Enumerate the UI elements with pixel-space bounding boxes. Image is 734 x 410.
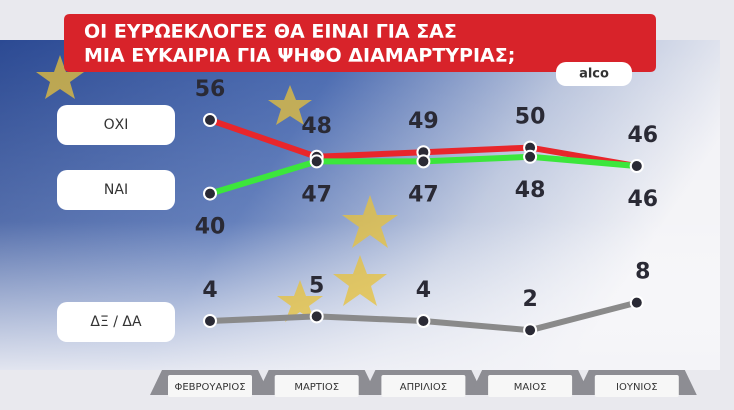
point bbox=[523, 149, 538, 164]
x-tick-label: ΜΑΙΟΣ bbox=[514, 382, 547, 393]
legend-box bbox=[57, 105, 175, 145]
category-box bbox=[594, 375, 679, 397]
category-box bbox=[274, 375, 359, 397]
x-tick-label: ΜΑΡΤΙΟΣ bbox=[294, 382, 339, 393]
legend-box bbox=[57, 170, 175, 210]
legend-label: ΔΞ / ΔΑ bbox=[90, 314, 142, 330]
point bbox=[203, 314, 217, 328]
stars bbox=[36, 55, 398, 322]
category-box bbox=[168, 375, 252, 397]
category-box bbox=[488, 375, 573, 397]
x-tick-label: ΙΟΥΝΙΟΣ bbox=[616, 382, 658, 393]
data-label: 47 bbox=[301, 182, 332, 207]
point bbox=[416, 154, 431, 169]
point bbox=[309, 154, 324, 169]
data-label: 40 bbox=[195, 215, 226, 240]
data-label: 47 bbox=[408, 182, 439, 207]
data-label: 2 bbox=[522, 287, 537, 312]
data-label: 50 bbox=[515, 105, 546, 130]
data-label: 46 bbox=[627, 187, 658, 212]
data-label: 56 bbox=[195, 77, 226, 102]
point bbox=[203, 186, 217, 201]
data-label: 48 bbox=[301, 114, 332, 139]
point bbox=[309, 309, 324, 324]
point bbox=[416, 314, 431, 328]
point bbox=[523, 323, 538, 338]
chart-title: ΜΙΑ ΕΥΚΑΙΡΙΑ ΓΙΑ ΨΗΦΟ ΔΙΑΜΑΡΤΥΡΙΑΣ; bbox=[84, 45, 515, 67]
point bbox=[629, 295, 644, 310]
data-label: 4 bbox=[416, 278, 431, 303]
x-tick-label: ΦΕΒΡΟΥΑΡΙΟΣ bbox=[174, 382, 245, 393]
data-label: 8 bbox=[635, 260, 650, 285]
x-tick-label: ΑΠΡΙΛΙΟΣ bbox=[400, 382, 447, 393]
point bbox=[203, 113, 217, 127]
chart-title: ΟΙ ΕΥΡΩΕΚΛΟΓΕΣ ΘΑ ΕΙΝΑΙ ΓΙΑ ΣΑΣ bbox=[84, 21, 457, 43]
data-label: 46 bbox=[627, 123, 658, 148]
data-label: 5 bbox=[309, 273, 324, 298]
category-box bbox=[381, 375, 466, 397]
title-banner bbox=[64, 14, 656, 72]
legend-label: ΟΧΙ bbox=[104, 117, 129, 133]
data-label: 49 bbox=[408, 109, 439, 134]
data-label: 48 bbox=[515, 178, 546, 203]
data-label: 4 bbox=[202, 278, 217, 303]
source: alco bbox=[579, 67, 609, 82]
point bbox=[629, 159, 644, 173]
legend-box bbox=[57, 302, 175, 342]
legend-label: ΝΑΙ bbox=[104, 182, 128, 198]
source-box bbox=[556, 62, 632, 86]
